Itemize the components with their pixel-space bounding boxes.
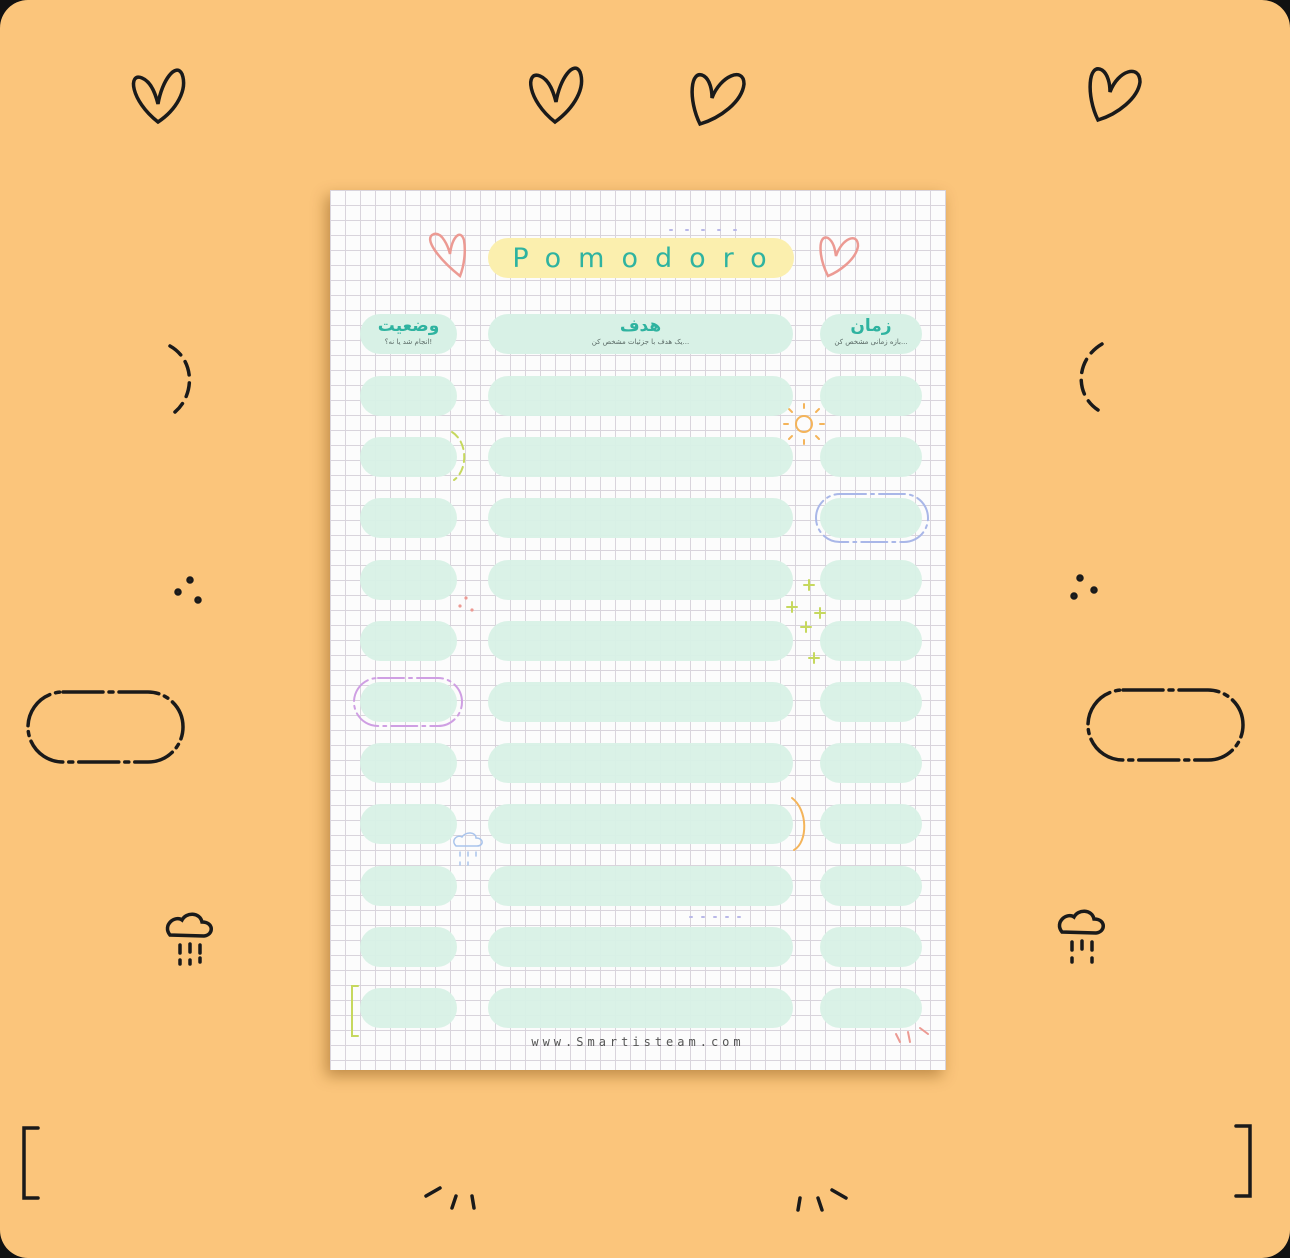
goal-cell (488, 865, 793, 906)
goal-cell (488, 559, 793, 600)
time-cell (820, 804, 922, 845)
time-cell (820, 498, 922, 539)
status-cell (360, 498, 457, 539)
time-cell (820, 682, 922, 722)
goal-cell (488, 988, 793, 1028)
time-cell (820, 437, 922, 478)
time-cell (820, 926, 922, 967)
column-header-status: وضعیت انجام شد یا نه؟! (360, 314, 457, 354)
sun-icon (783, 403, 825, 445)
status-cell (360, 437, 457, 478)
heart-icon (819, 236, 860, 278)
time-cell (820, 743, 922, 784)
sheet-doodles (351, 229, 929, 1043)
sheet-title: Pomodoro (488, 238, 794, 278)
status-cell (360, 620, 457, 661)
time-cell (820, 865, 922, 906)
heart-icon (428, 232, 467, 279)
status-cell (360, 865, 457, 906)
goal-cell (488, 376, 793, 416)
column-subtitle: یک هدف با جزئیات مشخص کن... (591, 338, 690, 346)
heart-icon (528, 66, 584, 125)
time-cell (820, 988, 922, 1028)
cloud-rain-icon (453, 832, 483, 866)
time-cell (820, 376, 922, 416)
column-title: وضعیت (377, 316, 440, 336)
heart-icon (131, 68, 186, 125)
column-subtitle: بازه زمانی مشخص کن... (834, 338, 908, 346)
column-title: زمان (850, 316, 892, 336)
status-cell (360, 559, 457, 600)
status-cell (360, 743, 457, 784)
column-title: هدف (619, 316, 662, 336)
status-cell (360, 682, 457, 722)
column-subtitle: انجام شد یا نه؟! (384, 338, 433, 346)
column-header-goal: هدف یک هدف با جزئیات مشخص کن... (488, 314, 793, 354)
heart-icon (1088, 67, 1142, 123)
website-footer: www.Smartisteam.com (531, 1035, 745, 1049)
status-cell (360, 804, 457, 845)
time-cell (820, 559, 922, 600)
cloud-rain-icon (1057, 909, 1105, 964)
heart-icon (690, 72, 746, 127)
goal-cell (488, 743, 793, 784)
column-header-time: زمان بازه زمانی مشخص کن... (820, 314, 922, 354)
goal-cell (488, 620, 793, 661)
status-cell (360, 926, 457, 967)
goal-cell (488, 926, 793, 967)
goal-cell (488, 498, 793, 539)
status-cell (360, 376, 457, 416)
goal-cell (488, 437, 793, 478)
status-cell (360, 988, 457, 1028)
pomodoro-sheet: Pomodoro وضعیت انجام شد یا نه؟! هدف یک ه… (330, 190, 946, 1070)
goal-cell (488, 682, 793, 722)
goal-cell (488, 804, 793, 845)
cloud-rain-icon (165, 912, 213, 966)
time-cell (820, 620, 922, 661)
